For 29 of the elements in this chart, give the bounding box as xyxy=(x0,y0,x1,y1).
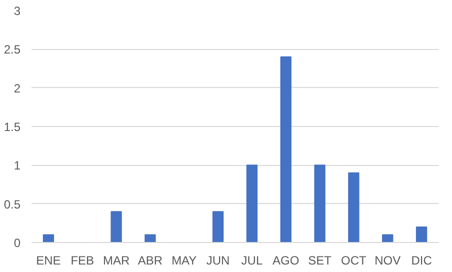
x-tick-label: ABR xyxy=(138,254,163,268)
y-tick-label: 1.5 xyxy=(4,120,21,134)
bar xyxy=(110,211,122,242)
bar xyxy=(144,234,156,242)
x-tick-label: OCT xyxy=(341,254,368,268)
x-tick-label: ENE xyxy=(36,254,61,268)
x-tick-label: MAY xyxy=(172,254,197,268)
y-tick-label: 0.5 xyxy=(4,197,21,212)
x-tick-label: AGO xyxy=(272,254,300,268)
y-tick-label: 0 xyxy=(14,236,21,250)
y-tick-label: 2 xyxy=(14,81,21,96)
x-tick-label: JUN xyxy=(206,254,230,268)
y-tick-label: 3 xyxy=(14,4,21,18)
y-tick-label: 1 xyxy=(14,158,21,173)
bar xyxy=(212,211,224,242)
bar xyxy=(246,164,258,242)
x-tick-label: DIC xyxy=(411,254,432,268)
bar xyxy=(382,234,394,242)
x-tick-label: FEB xyxy=(70,254,94,268)
bar xyxy=(280,56,292,242)
bar xyxy=(314,164,326,242)
x-tick-label: SET xyxy=(308,254,332,268)
bar xyxy=(348,172,360,242)
x-tick-label: NOV xyxy=(374,254,401,268)
x-tick-label: JUL xyxy=(241,254,263,268)
y-tick-label: 2.5 xyxy=(4,42,21,57)
bar xyxy=(42,234,54,242)
x-tick-label: MAR xyxy=(102,254,130,268)
bar xyxy=(416,226,428,242)
